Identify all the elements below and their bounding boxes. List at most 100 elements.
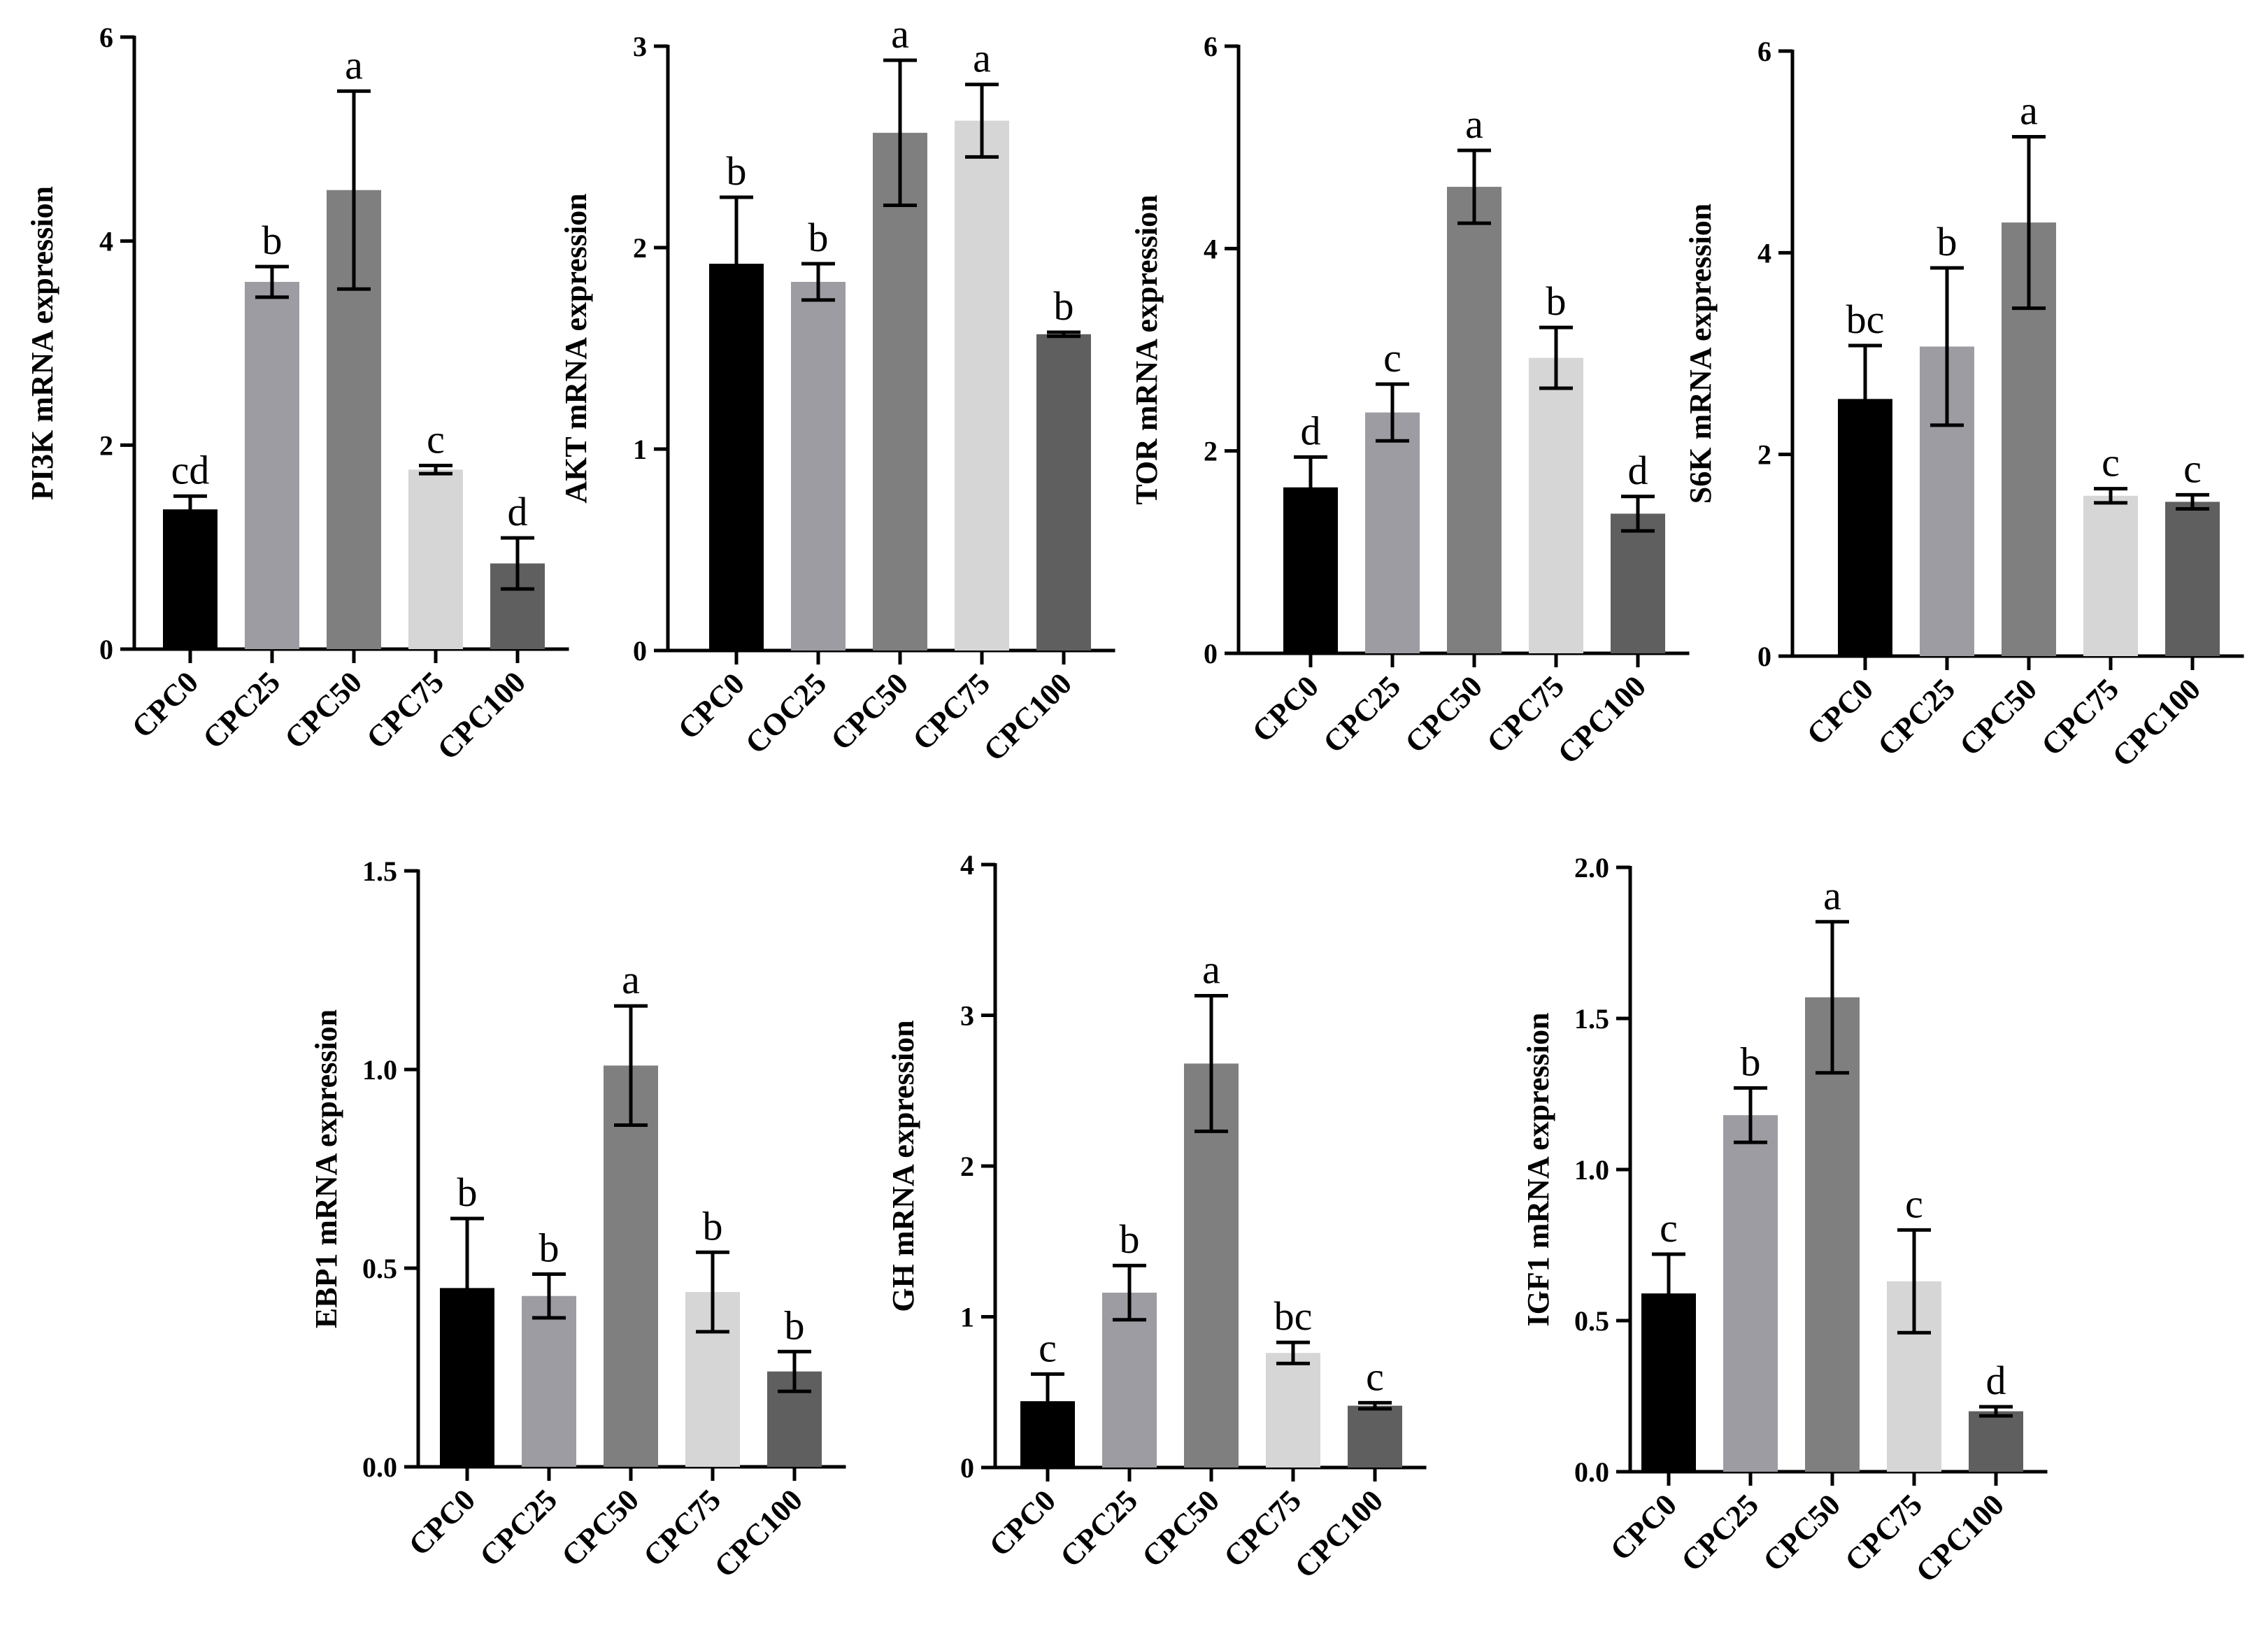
bar-cpc50 bbox=[1447, 187, 1502, 653]
bar-cpc25 bbox=[1723, 1115, 1778, 1472]
bar-cpc25 bbox=[245, 282, 299, 649]
y-tick-label: 0.0 bbox=[1574, 1456, 1609, 1488]
y-tick-label: 0 bbox=[633, 635, 647, 667]
x-tick-label: CPC25 bbox=[196, 665, 287, 755]
y-tick-label: 0.5 bbox=[362, 1253, 397, 1284]
y-axis-title: EBP1 mRNA expression bbox=[309, 1009, 343, 1328]
chart-panel-2: 0 1 2 3 AKT mRNA expression b CPC0 b COC25 a CPC50… bbox=[559, 11, 1115, 768]
x-tick-label: CPC25 bbox=[1053, 1483, 1144, 1574]
significance-label: a bbox=[1823, 873, 1841, 918]
y-tick-label: 4 bbox=[960, 849, 974, 881]
significance-label: b bbox=[1054, 283, 1074, 329]
bar-cpc50 bbox=[873, 132, 927, 651]
bar-cpc25 bbox=[1102, 1293, 1157, 1468]
significance-label: a bbox=[1202, 946, 1220, 992]
significance-label: a bbox=[973, 36, 991, 81]
x-tick-label: CPC0 bbox=[983, 1483, 1062, 1563]
y-axis-title: TOR mRNA expression bbox=[1129, 194, 1164, 504]
y-tick-label: 4 bbox=[1204, 233, 1218, 264]
x-tick-label: CPC25 bbox=[1316, 669, 1407, 760]
bar-cpc100 bbox=[1036, 334, 1091, 651]
x-tick-label: CPC50 bbox=[1398, 669, 1489, 760]
x-tick-label: CPC0 bbox=[1246, 669, 1325, 748]
bar-cpc25 bbox=[1365, 412, 1420, 653]
bar-cpc100 bbox=[1348, 1405, 1402, 1468]
x-tick-label: CPC100 bbox=[1551, 669, 1653, 770]
significance-label: b bbox=[808, 215, 829, 260]
y-tick-label: 3 bbox=[633, 31, 647, 62]
bar-cpc100 bbox=[1969, 1411, 2023, 1472]
x-tick-label: CPC100 bbox=[431, 665, 532, 766]
bar-cpc50 bbox=[604, 1065, 658, 1467]
significance-label: a bbox=[1465, 101, 1483, 147]
x-tick-label: CPC50 bbox=[1953, 672, 2044, 762]
significance-label: b bbox=[1937, 219, 1957, 264]
significance-label: b bbox=[703, 1203, 723, 1249]
significance-label: b bbox=[1546, 278, 1567, 324]
significance-label: a bbox=[622, 957, 640, 1002]
y-tick-label: 1.0 bbox=[362, 1054, 397, 1086]
y-tick-label: 6 bbox=[99, 22, 113, 53]
y-tick-label: 6 bbox=[1757, 36, 1771, 67]
significance-label: b bbox=[1741, 1039, 1761, 1084]
y-tick-label: 4 bbox=[99, 226, 113, 257]
x-tick-label: CPC50 bbox=[1756, 1487, 1847, 1578]
y-axis-title: IGF1 mRNA expression bbox=[1521, 1013, 1555, 1327]
significance-label: c bbox=[1660, 1205, 1678, 1251]
y-tick-label: 3 bbox=[960, 1000, 974, 1032]
y-tick-label: 1 bbox=[633, 434, 647, 465]
significance-label: c bbox=[2183, 446, 2202, 491]
chart-panel-7: 0.0 0.5 1.0 1.5 2.0 IGF1 mRNA expression c CPC0… bbox=[1521, 852, 2048, 1589]
y-tick-label: 0 bbox=[99, 634, 113, 665]
bar-cpc75 bbox=[2083, 495, 2138, 656]
significance-label: b bbox=[457, 1170, 478, 1215]
x-tick-label: CPC50 bbox=[278, 665, 369, 755]
x-tick-label: COC25 bbox=[739, 666, 833, 760]
bar-coc25 bbox=[791, 281, 846, 651]
y-tick-label: 2 bbox=[633, 232, 647, 264]
y-tick-label: 0 bbox=[1757, 641, 1771, 672]
y-tick-label: 2 bbox=[99, 429, 113, 461]
bar-cpc50 bbox=[1805, 997, 1860, 1472]
chart-panel-6: 0 1 2 3 4 GH mRNA expression c CPC0 b CPC25 a CPC50… bbox=[886, 849, 1427, 1585]
y-axis-title: AKT mRNA expression bbox=[559, 193, 593, 503]
significance-label: b bbox=[262, 218, 283, 263]
chart-panel-4: 0 2 4 6 S6K mRNA expression bc CPC0 b CPC25 a CPC5… bbox=[1683, 36, 2244, 774]
y-axis-title: S6K mRNA expression bbox=[1683, 204, 1718, 504]
bar-cpc75 bbox=[1529, 357, 1583, 653]
significance-label: c bbox=[1366, 1354, 1384, 1399]
significance-label: bc bbox=[1274, 1293, 1313, 1339]
x-tick-label: CPC0 bbox=[125, 665, 205, 744]
x-tick-label: CPC25 bbox=[1871, 672, 1962, 762]
x-tick-label: CPC0 bbox=[671, 666, 751, 746]
significance-label: d bbox=[1628, 448, 1648, 493]
significance-label: d bbox=[1301, 408, 1321, 453]
y-tick-label: 1 bbox=[960, 1302, 974, 1333]
significance-label: c bbox=[427, 417, 445, 462]
x-tick-label: CPC50 bbox=[1135, 1483, 1226, 1574]
bar-cpc25 bbox=[522, 1295, 576, 1467]
y-axis-title: GH mRNA expression bbox=[886, 1020, 920, 1312]
y-tick-label: 0 bbox=[960, 1452, 974, 1484]
y-tick-label: 0 bbox=[1204, 638, 1218, 669]
bar-cpc0 bbox=[163, 509, 217, 649]
significance-label: c bbox=[2102, 440, 2120, 485]
x-tick-label: CPC25 bbox=[473, 1482, 564, 1573]
x-tick-label: CPC100 bbox=[708, 1482, 809, 1584]
y-tick-label: 2.0 bbox=[1574, 852, 1609, 883]
significance-label: d bbox=[1986, 1358, 2006, 1403]
chart-panel-3: 0 2 4 6 TOR mRNA expression d CPC0 c CPC25 a CPC50… bbox=[1129, 31, 1690, 771]
chart-panel-5: 0.0 0.5 1.0 1.5 EBP1 mRNA expression b CPC0 b CP… bbox=[309, 855, 846, 1584]
significance-label: bc bbox=[1846, 297, 1885, 342]
bar-cpc75 bbox=[1266, 1353, 1320, 1468]
y-tick-label: 6 bbox=[1204, 31, 1218, 62]
significance-label: b bbox=[785, 1302, 805, 1348]
y-tick-label: 2 bbox=[1757, 439, 1771, 471]
y-tick-label: 2 bbox=[1204, 436, 1218, 467]
y-axis-title: PI3K mRNA expression bbox=[25, 186, 59, 500]
significance-label: b bbox=[1120, 1216, 1140, 1262]
significance-label: c bbox=[1905, 1181, 1923, 1226]
bar-cpc100 bbox=[1611, 513, 1665, 653]
x-tick-label: CPC100 bbox=[1909, 1487, 2011, 1589]
